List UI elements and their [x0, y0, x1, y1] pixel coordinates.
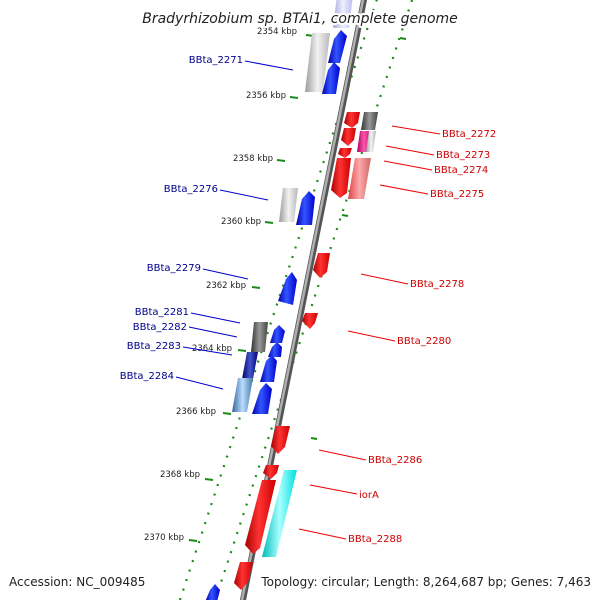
tick-label: 2354 kbp	[257, 27, 297, 37]
gene-label: BBta_2283	[127, 341, 181, 352]
gene-arrow-reverse	[348, 158, 371, 199]
gene-arrow-forward	[305, 33, 330, 92]
labels-reverse: BBta_2272 BBta_2273 BBta_2274 BBta_2275 …	[348, 129, 496, 545]
gene-label: BBta_2273	[436, 150, 490, 161]
tick-label: 2360 kbp	[221, 217, 261, 227]
gene-arrow-forward	[296, 191, 315, 225]
gene-arrow-forward	[251, 322, 268, 352]
gene-arrow-forward	[270, 325, 285, 343]
tick-labels: 2354 kbp 2356 kbp 2358 kbp 2360 kbp 2362…	[144, 27, 297, 543]
gene-arrow-reverse	[341, 128, 356, 146]
gene-arrow-reverse	[366, 131, 376, 152]
gene-label: BBta_2284	[120, 371, 174, 382]
tick-label: 2356 kbp	[246, 91, 286, 101]
diagram-title-halo: Bradyrhizobium sp. BTAi1, complete genom…	[142, 11, 458, 27]
tick-label: 2368 kbp	[160, 470, 200, 480]
gene-label: BBta_2279	[147, 263, 201, 274]
diagram-title: Bradyrhizobium sp. BTAi1, complete genom…	[142, 11, 458, 27]
leader-lines-forward	[175, 60, 294, 390]
gene-label: BBta_2275	[430, 189, 484, 200]
gene-label: BBta_2274	[434, 165, 488, 176]
gene-arrow-reverse	[302, 313, 318, 329]
tick-marks	[188, 34, 407, 542]
gene-arrow-reverse	[313, 253, 330, 278]
tick-label: 2358 kbp	[233, 154, 273, 164]
gene-arrow-forward	[205, 584, 220, 600]
forward-genes	[205, 0, 353, 600]
gene-arrow-reverse	[234, 562, 253, 590]
gene-label: BBta_2280	[397, 336, 451, 347]
gene-arrow-reverse	[245, 480, 276, 554]
accession-halo: Accession: NC_009485	[9, 575, 145, 589]
gene-label: BBta_2276	[164, 184, 218, 195]
gene-arrow-forward	[279, 188, 298, 222]
gene-arrow-forward	[333, 0, 353, 28]
gene-label: BBta_2288	[348, 534, 402, 545]
gene-arrow-reverse	[331, 158, 351, 198]
gene-label: BBta_2272	[442, 129, 496, 140]
tick-label: 2370 kbp	[144, 533, 184, 543]
gene-label: BBta_2286	[368, 455, 422, 466]
gene-arrow-reverse	[271, 426, 290, 454]
topology-halo: Topology: circular; Length: 8,264,687 bp…	[260, 575, 591, 589]
gene-arrow-forward	[322, 62, 340, 94]
inner-dotted-track	[178, 0, 378, 600]
topology-text: Topology: circular; Length: 8,264,687 bp…	[260, 575, 591, 589]
gene-arrow-forward	[260, 355, 277, 382]
gene-arrow-reverse	[344, 112, 360, 128]
gene-label: BBta_2271	[189, 55, 243, 66]
gene-label: BBta_2282	[133, 322, 187, 333]
gene-arrow-forward	[252, 383, 272, 414]
gene-label: iorA	[359, 490, 379, 501]
gene-label: BBta_2281	[135, 307, 189, 318]
tick-label: 2362 kbp	[206, 281, 246, 291]
gene-arrow-reverse	[263, 465, 279, 479]
tick-label: 2364 kbp	[192, 344, 232, 354]
gene-arrow-reverse	[262, 470, 297, 557]
gene-arrow-reverse	[338, 148, 352, 158]
gene-label: BBta_2278	[410, 279, 464, 290]
labels-forward: BBta_2271 BBta_2276 BBta_2279 BBta_2281 …	[120, 55, 243, 382]
tick-label: 2366 kbp	[176, 407, 216, 417]
leader-lines-reverse	[298, 125, 441, 540]
gene-arrow-forward	[278, 272, 297, 305]
gene-arrow-forward	[242, 352, 258, 379]
gene-arrow-forward	[328, 30, 347, 63]
gene-arrow-forward	[268, 342, 282, 357]
reverse-genes	[234, 112, 378, 590]
gene-arrow-forward	[232, 378, 253, 412]
accession-text: Accession: NC_009485	[9, 575, 145, 589]
outer-dotted-track	[214, 0, 414, 600]
gene-arrow-reverse	[361, 112, 378, 130]
